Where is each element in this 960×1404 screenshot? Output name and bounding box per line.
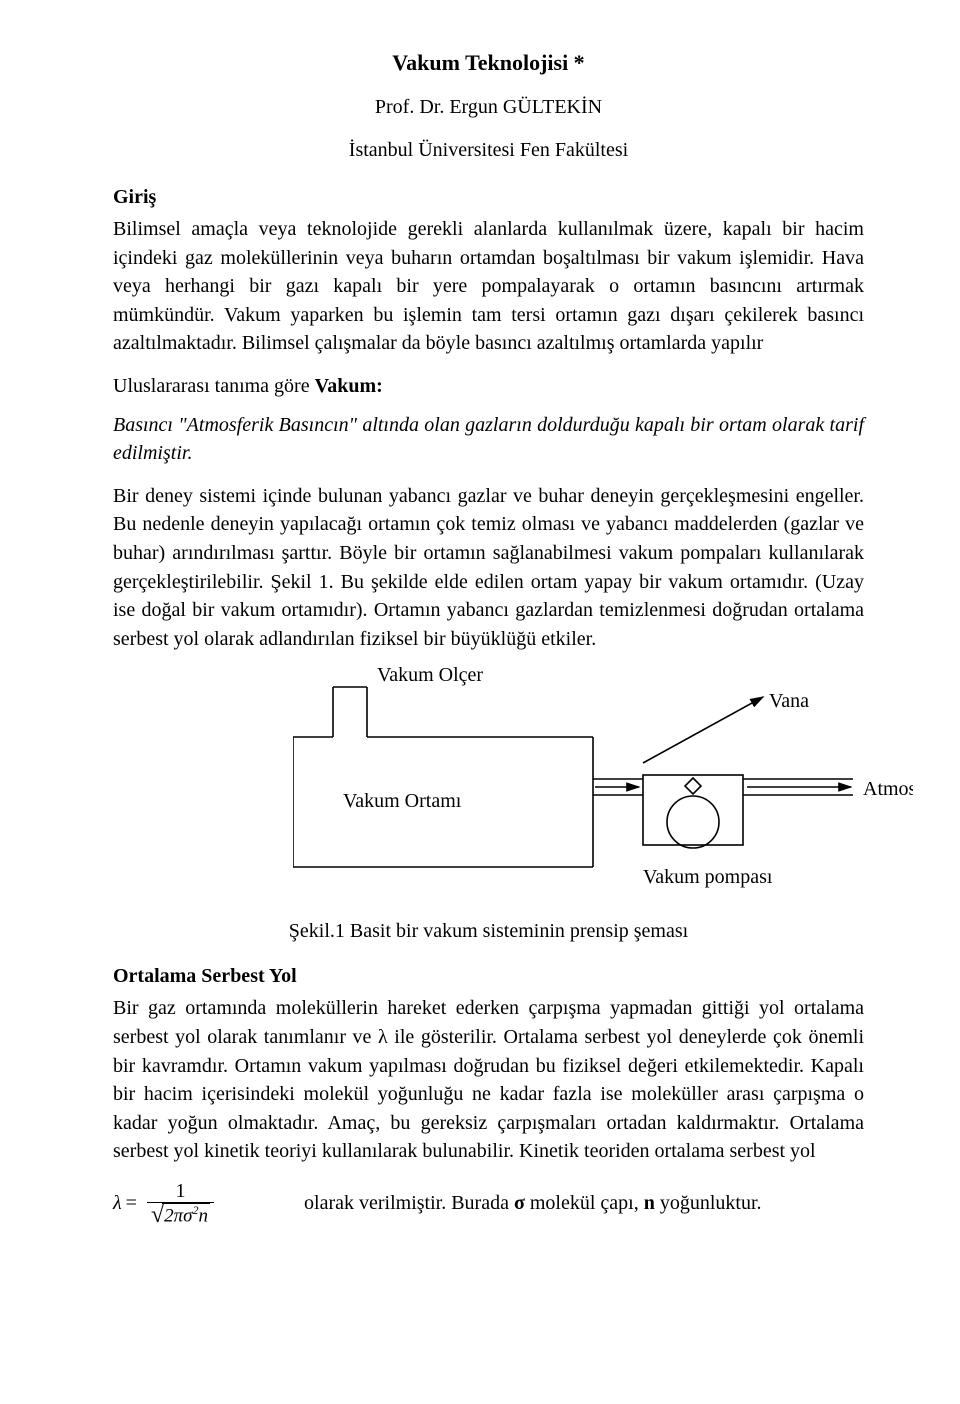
intl-def-bold: Vakum: bbox=[315, 375, 383, 397]
sigma-symbol: σ bbox=[514, 1192, 525, 1214]
n-symbol: n bbox=[644, 1192, 655, 1214]
formula-fraction: 1 √ 2πσ2n bbox=[147, 1180, 214, 1228]
intro-heading: Giriş bbox=[113, 186, 864, 209]
formula-numerator: 1 bbox=[171, 1180, 189, 1202]
formula-denominator: √ 2πσ2n bbox=[147, 1202, 214, 1228]
svg-text:Vakum pompası: Vakum pompası bbox=[643, 866, 773, 888]
formula-row: λ = 1 √ 2πσ2n olarak verilmiştir. Burada… bbox=[113, 1180, 864, 1228]
page-title: Vakum Teknolojisi * bbox=[113, 50, 864, 76]
intro-paragraph: Bilimsel amaçla veya teknolojide gerekli… bbox=[113, 215, 864, 358]
mean-free-path-formula: λ = 1 √ 2πσ2n bbox=[113, 1180, 214, 1228]
svg-text:Vakum Ölçer: Vakum Ölçer bbox=[377, 667, 483, 686]
formula-lhs: λ bbox=[113, 1192, 122, 1215]
intl-definition-line: Uluslararası tanıma göre Vakum: bbox=[113, 372, 864, 401]
formula-eq: = bbox=[126, 1192, 137, 1215]
vacuum-system-diagram: Vakum Ölçer Vana Vakum Ortamı Atmosfer Vakum… bbox=[293, 667, 913, 902]
osy-paragraph: Bir gaz ortamında moleküllerin hareket e… bbox=[113, 994, 864, 1166]
intl-def-prefix: Uluslararası tanıma göre bbox=[113, 375, 315, 397]
svg-text:Atmosfer: Atmosfer bbox=[863, 778, 913, 800]
affiliation-line: İstanbul Üniversitesi Fen Fakültesi bbox=[113, 139, 864, 162]
system-paragraph: Bir deney sistemi içinde bulunan yabancı… bbox=[113, 482, 864, 654]
svg-text:Vakum Ortamı: Vakum Ortamı bbox=[343, 790, 462, 812]
osy-heading: Ortalama Serbest Yol bbox=[113, 965, 864, 988]
figure-caption: Şekil.1 Basit bir vakum sisteminin prens… bbox=[113, 920, 864, 943]
svg-text:Vana: Vana bbox=[769, 690, 809, 712]
formula-text-prefix: olarak verilmiştir. Burada bbox=[304, 1192, 514, 1214]
definition-paragraph: Basıncı "Atmosferik Basıncın" altında ol… bbox=[113, 411, 864, 468]
formula-explanation: olarak verilmiştir. Burada σ molekül çap… bbox=[304, 1192, 762, 1215]
sqrt-argument: 2πσ2n bbox=[162, 1203, 210, 1227]
formula-text-suffix: yoğunluktur. bbox=[655, 1192, 762, 1214]
sqrt-wrapper: √ 2πσ2n bbox=[151, 1203, 210, 1227]
author-line: Prof. Dr. Ergun GÜLTEKİN bbox=[113, 96, 864, 119]
formula-text-mid: molekül çapı, bbox=[525, 1192, 644, 1214]
